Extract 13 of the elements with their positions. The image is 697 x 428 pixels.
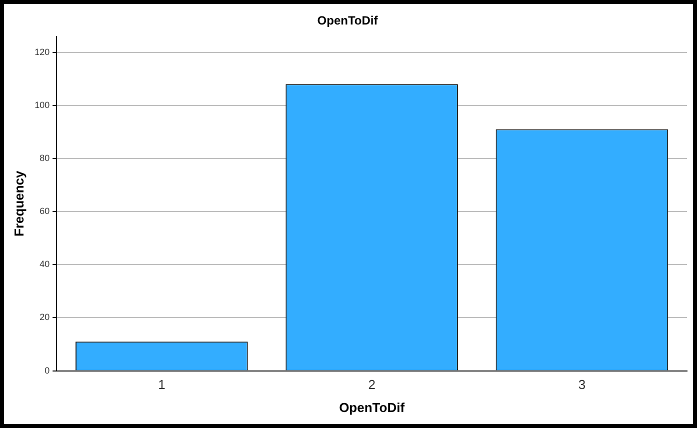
x-tick-label: 2 <box>368 377 376 392</box>
y-tick-label: 20 <box>40 312 50 322</box>
y-tick-label: 0 <box>44 365 50 376</box>
x-tick-label: 3 <box>578 377 586 392</box>
y-tick-label: 60 <box>40 206 50 216</box>
y-tick-label: 80 <box>40 152 50 163</box>
chart-title: OpenToDif <box>317 14 379 28</box>
y-tick-label: 120 <box>34 46 50 57</box>
y-tick-label: 100 <box>34 100 50 110</box>
y-tick-label: 40 <box>40 259 50 270</box>
x-tick-label: 1 <box>158 377 166 392</box>
x-axis-title: OpenToDif <box>339 400 406 415</box>
y-axis-title: Frequency <box>11 170 26 236</box>
